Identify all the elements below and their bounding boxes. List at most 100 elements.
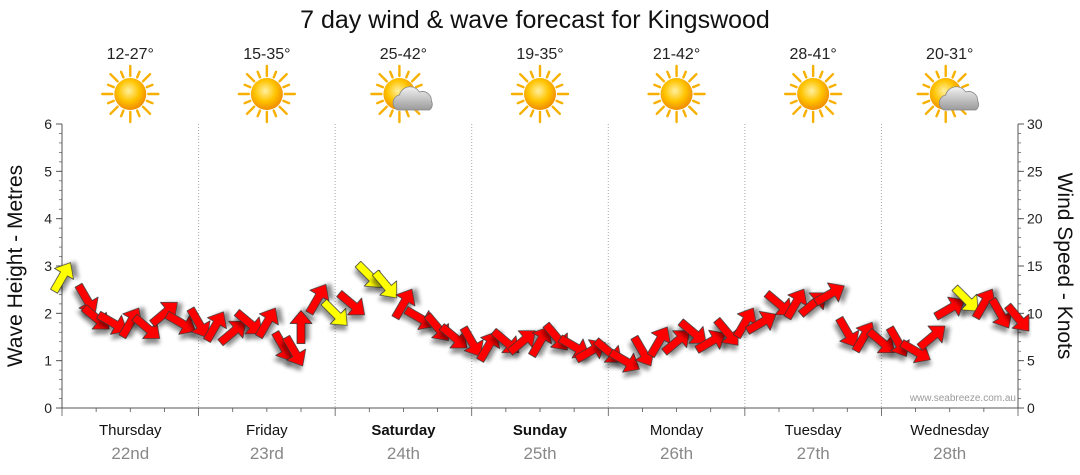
wind-arrow <box>713 317 739 346</box>
wind-arrow <box>438 323 468 349</box>
day-forecast: 15-35° <box>237 46 297 124</box>
left-tick-label: 1 <box>44 353 52 369</box>
wind-arrow <box>96 310 128 335</box>
wind-arrow <box>646 326 671 358</box>
sun-icon <box>647 64 706 124</box>
left-tick-label: 5 <box>44 163 52 179</box>
day-labels: Thursday 22nd Friday 23rd Saturday 24th Sunday… <box>99 422 990 463</box>
day-date-label: 22nd <box>111 444 149 463</box>
chart-grid <box>198 124 882 408</box>
wind-arrows <box>50 260 1030 373</box>
wind-arrow <box>371 269 398 299</box>
wind-arrow <box>783 288 808 321</box>
wind-arrow <box>233 309 263 335</box>
day-name-label: Saturday <box>371 422 436 439</box>
wind-arrow <box>403 306 435 330</box>
sun-icon <box>647 64 706 124</box>
sun-icon <box>237 64 297 124</box>
wind-arrow <box>131 313 161 339</box>
day-date-label: 24th <box>387 444 420 463</box>
sun-icon <box>510 64 570 124</box>
day-forecast: 28-41° <box>783 46 843 124</box>
day-forecast: 25-42° <box>370 46 433 124</box>
day-date-label: 23rd <box>250 444 284 463</box>
left-tick-label: 4 <box>44 211 52 227</box>
day-date-label: 26th <box>660 444 693 463</box>
right-tick-label: 20 <box>1027 211 1043 227</box>
temperature-range: 25-42° <box>380 46 427 63</box>
day-name-label: Friday <box>246 422 288 439</box>
right-tick-label: 15 <box>1027 258 1043 274</box>
right-tick-label: 10 <box>1027 305 1043 321</box>
left-tick-label: 6 <box>44 116 52 132</box>
day-date-label: 25th <box>523 444 556 463</box>
wind-arrow <box>186 306 211 338</box>
wind-arrow <box>391 288 416 321</box>
credit-text: www.seabreeze.com.au <box>909 393 1016 404</box>
temperature-range: 19-35° <box>516 46 563 63</box>
wind-arrow <box>813 282 845 307</box>
wind-arrow <box>305 284 330 316</box>
wind-arrow <box>744 310 777 335</box>
day-date-label: 28th <box>933 444 966 463</box>
wind-arrow <box>320 298 348 326</box>
day-name-label: Monday <box>650 422 704 439</box>
right-tick-label: 0 <box>1027 400 1035 416</box>
chart-title: 7 day wind & wave forecast for Kingswood <box>300 6 770 34</box>
wind-arrow <box>336 290 365 316</box>
wind-arrow <box>282 334 307 367</box>
wind-arrow <box>866 327 895 354</box>
day-name-label: Tuesday <box>785 422 842 439</box>
wind-arrow <box>459 325 484 357</box>
wind-arrow <box>507 330 536 356</box>
wind-arrow <box>289 310 313 344</box>
sun-icon <box>101 64 160 124</box>
wind-arrow <box>149 301 178 328</box>
wind-arrow <box>50 262 74 294</box>
wind-arrow <box>732 307 757 340</box>
day-forecast: 20-31° <box>916 46 979 124</box>
left-axis-title: Wave Height - Metres <box>4 165 27 367</box>
right-axis-title: Wind Speed - Knots <box>1053 173 1076 360</box>
wind-arrow <box>677 318 707 344</box>
temperature-range: 21-42° <box>653 46 700 63</box>
wind-arrow <box>971 288 996 321</box>
sun-cloud-icon <box>370 64 433 124</box>
sun-icon <box>510 64 570 124</box>
day-date-label: 27th <box>797 444 830 463</box>
wind-arrow <box>203 311 227 343</box>
wind-arrow <box>988 297 1013 329</box>
wind-arrow <box>763 290 793 316</box>
temperature-range: 20-31° <box>926 46 973 63</box>
wind-arrow <box>217 320 247 347</box>
wind-arrow <box>951 284 979 312</box>
wind-arrow <box>933 296 965 321</box>
sun-icon <box>783 64 843 124</box>
chart-axes: 0 1 2 3 4 5 6 0 5 10 15 20 25 30 <box>44 116 1043 416</box>
cloud-icon <box>392 86 433 111</box>
day-forecast: 19-35° <box>510 46 570 124</box>
left-tick-label: 0 <box>44 400 52 416</box>
day-forecast: 21-42° <box>647 46 706 124</box>
wind-arrow <box>661 330 690 356</box>
sun-icon <box>783 64 843 124</box>
left-tick-label: 3 <box>44 258 52 274</box>
left-tick-label: 2 <box>44 305 52 321</box>
temperature-range: 15-35° <box>243 46 290 63</box>
wind-arrow <box>916 325 946 351</box>
right-tick-label: 30 <box>1027 116 1043 132</box>
sun-cloud-icon <box>916 64 979 124</box>
temperature-range: 28-41° <box>789 46 836 63</box>
right-tick-label: 5 <box>1027 353 1035 369</box>
wind-arrow <box>254 307 279 340</box>
sun-icon <box>101 64 160 124</box>
right-tick-label: 25 <box>1027 163 1043 179</box>
day-name-label: Wednesday <box>910 422 989 439</box>
wind-arrow <box>835 316 860 348</box>
wind-arrow <box>608 348 640 373</box>
day-forecast-header: 12-27° 15-35° 25-42° 19-35° 21-42° 28-41° 20-3… <box>101 46 979 124</box>
cloud-icon <box>938 86 979 111</box>
day-name-label: Sunday <box>513 422 568 439</box>
wind-arrow <box>164 310 196 335</box>
